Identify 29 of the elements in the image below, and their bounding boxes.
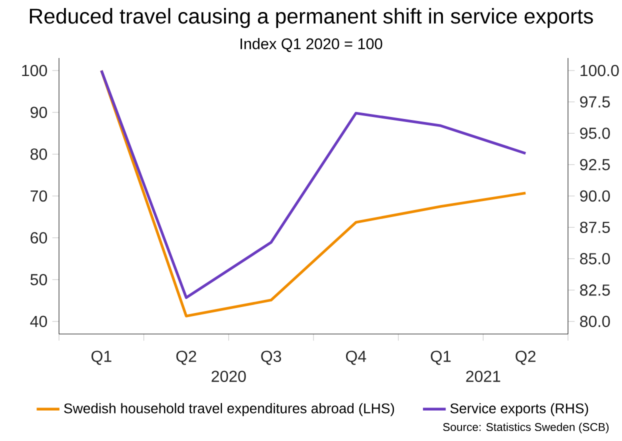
y-tick-label: 80 [30, 148, 48, 160]
x-tick-label: Q3 [261, 350, 282, 365]
legend-label: Service exports (RHS) [450, 403, 588, 416]
x-tick-label: Q1 [430, 350, 451, 365]
x-tick-label: Q1 [92, 350, 112, 365]
text: 2021 [466, 370, 500, 382]
x-tick-label: Q2 [176, 350, 196, 365]
y-tick-label: 100 [22, 64, 48, 76]
y2-tick-label: 97.5 [580, 96, 610, 108]
chart-title: Reduced travel causing a permanent shift in service exports [30, 8, 593, 28]
y2-tick-label: 87.5 [580, 222, 610, 234]
y2-tick-label: 82.5 [580, 284, 610, 296]
x-tick-label: Q4 [346, 350, 366, 365]
y-tick-label: 60 [30, 232, 48, 244]
chart-subtitle: Index Q1 2020 = 100 [240, 38, 382, 52]
y2-tick-label: 95.0 [580, 128, 610, 139]
y-tick-label: 50 [30, 274, 48, 286]
x-tick-label: Q2 [516, 350, 536, 365]
y2-tick-label: 90.0 [580, 190, 610, 202]
y-tick-label: 40 [30, 316, 48, 328]
source-note: Source: Statistics Sweden (SCB) [443, 422, 609, 434]
text: 2020 [212, 370, 246, 382]
y-tick-label: 90 [30, 106, 48, 118]
legend-label: Swedish household travel expenditures abroad (LHS) [64, 403, 394, 416]
y2-tick-label: 85.0 [580, 253, 610, 264]
y2-tick-label: 80.0 [580, 316, 610, 328]
y2-tick-label: 92.5 [580, 158, 610, 170]
y-tick-label: 70 [30, 190, 48, 202]
y2-tick-label: 100.0 [580, 64, 619, 76]
